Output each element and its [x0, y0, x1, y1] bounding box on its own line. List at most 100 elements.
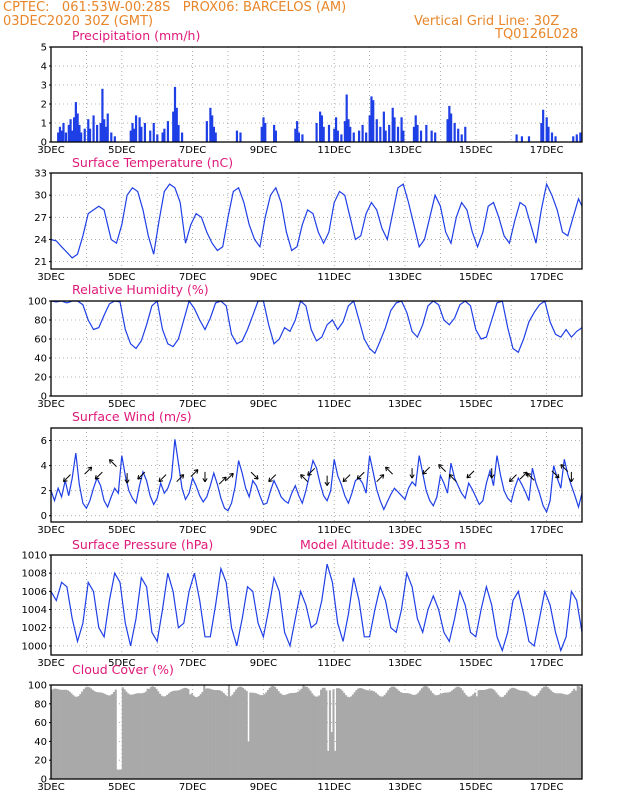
cloud-bar: [72, 695, 75, 779]
cloud-bar: [571, 690, 574, 779]
cloud-bar: [307, 688, 310, 779]
cloud-xtick-label: 15DEC: [459, 782, 493, 793]
cloud-xtick-label: 3DEC: [37, 782, 64, 793]
cloud-bar: [59, 689, 62, 779]
cloud-bar: [436, 695, 439, 779]
cloud-bar: [212, 689, 215, 779]
wind-arrow: [385, 466, 393, 475]
precip-bar: [294, 128, 297, 142]
temp-xtick-label: 5DEC: [108, 272, 135, 283]
precip-bar: [575, 134, 578, 142]
precip-ytick-label: 1: [41, 119, 47, 130]
wind-arrowhead: [409, 474, 415, 479]
cloud-bar: [81, 691, 84, 779]
rh-ytick-label: 80: [34, 316, 47, 327]
precip-bar: [177, 124, 180, 142]
cloud-title: Cloud Cover (%): [72, 662, 174, 677]
cloud-bar: [390, 686, 393, 779]
precip-bar: [315, 123, 318, 142]
cloud-bar: [373, 691, 376, 779]
wind-arrow: [466, 470, 475, 479]
rh-xtick-label: 11DEC: [317, 399, 351, 410]
wind-series-line: [50, 439, 583, 514]
precip-bar: [133, 128, 136, 142]
cloud-bar: [210, 689, 213, 779]
cloud-bar: [259, 695, 262, 779]
cloud-bar: [327, 750, 330, 779]
precip-bar: [88, 128, 92, 142]
cloud-bar: [371, 690, 374, 779]
cloud-bar: [366, 690, 369, 779]
rh-xtick-label: 3DEC: [37, 399, 64, 410]
precip-xtick-label: 15DEC: [459, 145, 493, 156]
cloud-bar: [573, 688, 576, 779]
cloud-bar: [93, 691, 96, 779]
temp-title: Surface Temperature (nC): [72, 155, 233, 170]
precip-bar: [113, 136, 116, 142]
pressure-xtick-label: 17DEC: [530, 658, 564, 669]
cloud-bar: [376, 694, 379, 779]
cloud-bar: [509, 688, 512, 779]
cloud-bar: [520, 690, 523, 779]
cloud-bar: [249, 692, 252, 779]
precip-xtick-label: 13DEC: [388, 145, 422, 156]
pressure-frame: [50, 554, 583, 656]
cloud-bar: [539, 690, 542, 779]
cloud-bar: [187, 689, 190, 779]
cloud-bar: [543, 686, 546, 779]
cloud-bar: [190, 693, 193, 779]
cloud-bar: [176, 690, 179, 779]
cloud-bar: [289, 693, 293, 779]
cloud-bar: [183, 687, 186, 779]
wind-arrow: [94, 471, 103, 480]
pressure-annotation: Model Altitude: 39.1353 m: [300, 537, 466, 552]
precip-bar: [464, 126, 467, 142]
precip-bar: [205, 121, 208, 142]
cloud-bar: [318, 695, 321, 779]
cloud-bar: [413, 694, 416, 779]
cloud-bar: [348, 697, 351, 779]
precip-bar: [166, 121, 170, 142]
pressure-ytick-label: 1004: [22, 605, 47, 616]
temp-xtick-label: 7DEC: [179, 272, 206, 283]
cloud-bar: [302, 685, 305, 779]
precip-xtick-label: 17DEC: [530, 145, 564, 156]
cloud-ytick-label: 0: [41, 775, 47, 786]
cloud-bar: [518, 690, 521, 779]
cloud-bar: [245, 691, 248, 779]
wind-arrow: [300, 474, 308, 483]
precip-bar: [57, 132, 60, 142]
wind-arrowhead: [268, 477, 273, 483]
wind-arrowhead: [158, 477, 164, 483]
cloud-bar: [114, 689, 117, 779]
cloud-bar: [65, 689, 68, 779]
cloud-bar: [491, 688, 494, 779]
cloud-bar: [304, 686, 307, 779]
cloud-bar: [417, 692, 420, 779]
cloud-bar: [403, 693, 406, 779]
precip-bar: [527, 136, 531, 142]
cloud-bar: [466, 696, 470, 779]
cloud-bar: [459, 688, 462, 779]
cloud-bar: [141, 693, 144, 779]
wind-arrowhead: [62, 477, 68, 483]
cloud-bar: [482, 689, 485, 779]
cloud-bar: [102, 693, 105, 779]
rh-xtick-label: 7DEC: [179, 399, 206, 410]
cloud-bar: [164, 696, 167, 779]
precip-bar: [260, 126, 263, 142]
cloud-bar: [350, 696, 353, 779]
cloud-bar: [415, 694, 418, 779]
precip-bar: [264, 123, 267, 142]
precip-bar: [138, 117, 141, 142]
cloud-bar: [440, 693, 443, 779]
cloud-bar: [274, 686, 277, 779]
wind-arrowhead: [300, 474, 305, 479]
cloud-bar: [261, 695, 264, 779]
wind-arrow: [342, 474, 351, 483]
pressure-ytick-label: 1000: [22, 641, 47, 652]
wind-arrow: [438, 464, 447, 472]
cloud-bar: [481, 689, 484, 779]
wind-arrow: [519, 471, 528, 480]
precip-bar: [400, 117, 403, 142]
